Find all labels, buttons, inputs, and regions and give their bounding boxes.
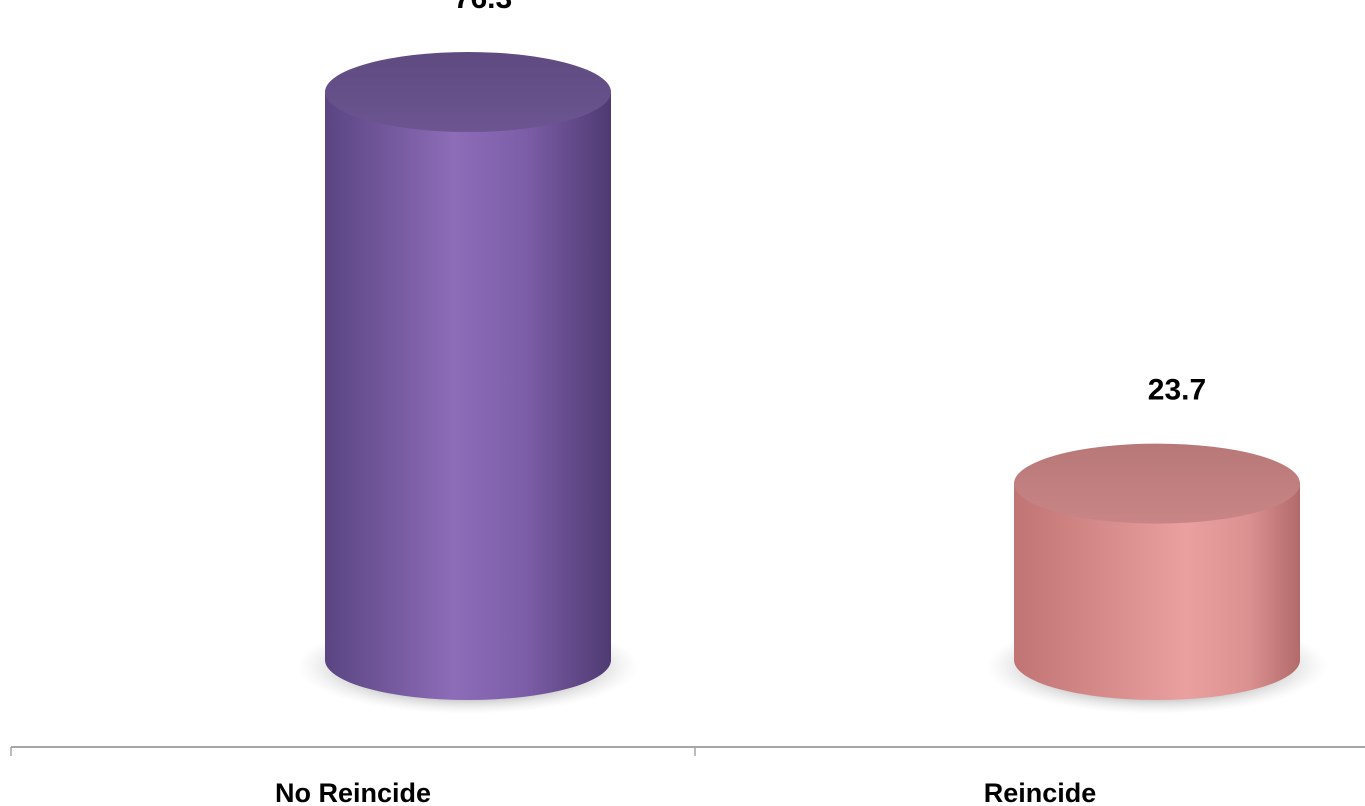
bar-body	[1014, 483, 1300, 700]
bar-reincide	[986, 443, 1328, 714]
bar-top	[1014, 443, 1300, 524]
bars-layer	[297, 52, 1328, 714]
x-tick-label: Reincide	[984, 778, 1097, 806]
x-tick-label: No Reincide	[275, 778, 431, 806]
data-label: 23.7	[1148, 374, 1206, 407]
bar-body	[325, 92, 611, 700]
bar-top	[325, 52, 611, 132]
bar-no-reincide	[297, 52, 639, 714]
data-label: 76.3	[454, 0, 512, 15]
labels-layer: 76.3 No Reincide 23.7 Reincide	[275, 0, 1206, 806]
